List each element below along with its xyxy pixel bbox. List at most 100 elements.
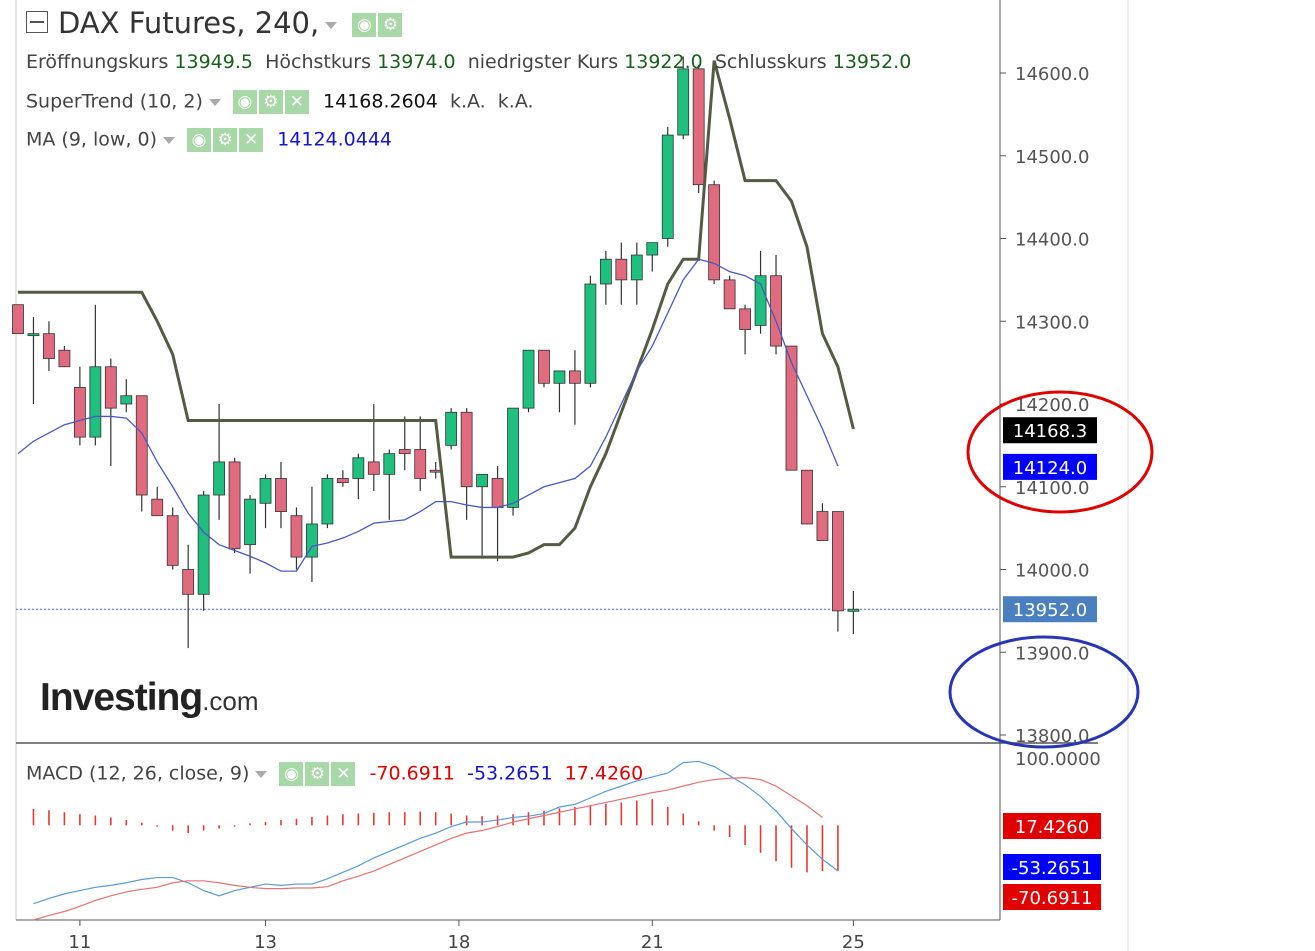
gear-icon[interactable]: ⚙ bbox=[378, 13, 403, 37]
collapse-icon[interactable] bbox=[26, 11, 48, 33]
gear-icon[interactable]: ⚙ bbox=[305, 762, 330, 786]
candle-body bbox=[228, 461, 241, 550]
supertrend-label[interactable]: SuperTrend (10, 2) bbox=[26, 90, 203, 113]
candle-body bbox=[723, 279, 736, 310]
candle-body bbox=[197, 494, 210, 595]
candle-body bbox=[213, 461, 226, 496]
chevron-down-icon[interactable] bbox=[163, 136, 176, 144]
signal-line bbox=[33, 777, 823, 921]
candle-body bbox=[754, 275, 767, 326]
candle-body bbox=[398, 449, 411, 455]
investing-logo: Investing.com bbox=[40, 676, 259, 720]
time-tick-label: 18 bbox=[447, 932, 470, 951]
candle-body bbox=[708, 184, 721, 281]
supertrend-extra2: k.A. bbox=[497, 90, 534, 113]
candle-body bbox=[584, 283, 597, 384]
candle-body bbox=[599, 258, 612, 285]
macd-hist-tag-bg bbox=[1003, 813, 1101, 839]
candle-body bbox=[321, 478, 334, 525]
price-tick-label: 14400.0 bbox=[1015, 230, 1089, 251]
price-tick-label: 14100.0 bbox=[1015, 478, 1089, 499]
eye-icon[interactable]: ◉ bbox=[232, 90, 257, 114]
ma-legend: MA (9, low, 0) ◉ ⚙ ✕ 14124.0444 bbox=[26, 128, 392, 152]
candle-body bbox=[104, 366, 117, 409]
candle-body bbox=[367, 461, 380, 475]
ma-label[interactable]: MA (9, low, 0) bbox=[26, 128, 158, 151]
chevron-down-icon[interactable] bbox=[208, 98, 221, 106]
candle-body bbox=[259, 478, 272, 504]
candle-body bbox=[73, 387, 86, 438]
macd-legend: MACD (12, 26, close, 9) ◉ ⚙ ✕ -70.6911 -53… bbox=[26, 762, 643, 786]
price-tick-label: 14200.0 bbox=[1015, 395, 1089, 416]
low-label: niedrigster Kurs bbox=[467, 51, 619, 73]
candle-body bbox=[151, 498, 164, 517]
macd-line-tag: -70.6911 bbox=[1012, 888, 1093, 909]
time-tick-label: 11 bbox=[68, 932, 91, 951]
macd-hist-tag: 17.4260 bbox=[1015, 817, 1089, 838]
eye-icon[interactable]: ◉ bbox=[352, 13, 377, 37]
gear-icon[interactable]: ⚙ bbox=[258, 90, 283, 114]
macd-signal-tag: -53.2651 bbox=[1012, 858, 1093, 879]
supertrend-extra1: k.A. bbox=[449, 90, 486, 113]
candle-body bbox=[522, 349, 535, 409]
candle-body bbox=[429, 469, 442, 473]
macd-signal-tag-bg bbox=[1003, 854, 1101, 880]
open-label: Eröffnungskurs bbox=[26, 51, 169, 73]
gear-icon[interactable]: ⚙ bbox=[213, 128, 238, 152]
candle-body bbox=[507, 407, 519, 508]
chevron-down-icon[interactable] bbox=[255, 770, 268, 778]
candle-body bbox=[739, 308, 751, 330]
macd-axis-label: 100.0000 bbox=[1015, 749, 1101, 770]
chevron-down-icon[interactable] bbox=[325, 21, 338, 29]
candle-body bbox=[615, 258, 628, 281]
candle-body bbox=[89, 366, 102, 438]
price-tick-label: 14000.0 bbox=[1015, 561, 1089, 582]
candle-body bbox=[785, 345, 798, 471]
eye-icon[interactable]: ◉ bbox=[187, 128, 212, 152]
open-value: 13949.5 bbox=[174, 51, 253, 73]
candle-body bbox=[445, 411, 458, 446]
close-icon[interactable]: ✕ bbox=[284, 90, 309, 114]
annotation-oval-blue bbox=[948, 635, 1140, 749]
macd-line-tag-bg bbox=[1003, 884, 1101, 910]
candle-body bbox=[275, 478, 287, 512]
macd-value-1: -70.6911 bbox=[369, 762, 456, 785]
candle-body bbox=[692, 68, 705, 186]
macd-label[interactable]: MACD (12, 26, close, 9) bbox=[26, 762, 250, 785]
last-price-tag-bg bbox=[1003, 596, 1097, 623]
candle-body bbox=[166, 515, 179, 566]
supertrend-legend: SuperTrend (10, 2) ◉ ⚙ ✕ 14168.2604 k.A. k… bbox=[26, 90, 534, 114]
candle-body bbox=[414, 449, 427, 479]
ma-price-tag: 14124.0 bbox=[1013, 458, 1087, 479]
ma-price-tag-bg bbox=[1003, 453, 1097, 480]
close-icon[interactable]: ✕ bbox=[331, 762, 356, 786]
supertrend-price-tag-bg bbox=[1003, 417, 1097, 444]
candle-body bbox=[43, 333, 55, 359]
candle-body bbox=[553, 370, 566, 384]
macd-line bbox=[33, 760, 839, 905]
ma-value: 14124.0444 bbox=[277, 128, 393, 151]
candle-body bbox=[336, 478, 349, 484]
candle-body bbox=[677, 68, 690, 136]
candles-group bbox=[12, 56, 860, 649]
annotation-oval-red bbox=[966, 390, 1154, 514]
close-icon[interactable]: ✕ bbox=[239, 128, 264, 152]
candle-body bbox=[569, 370, 581, 384]
candle-body bbox=[12, 304, 24, 335]
candle-body bbox=[816, 511, 829, 541]
close-label: Schlusskurs bbox=[714, 51, 827, 73]
ohlc-row: Eröffnungskurs 13949.5 Höchstkurs 13974.… bbox=[26, 51, 911, 73]
close-value: 13952.0 bbox=[832, 51, 912, 73]
eye-icon[interactable]: ◉ bbox=[279, 762, 304, 786]
candle-body bbox=[847, 608, 860, 612]
chart-title: DAX Futures, 240, bbox=[58, 6, 320, 40]
supertrend-price-tag: 14168.3 bbox=[1013, 421, 1087, 442]
macd-value-2: -53.2651 bbox=[467, 762, 553, 785]
logo-text: Investing bbox=[40, 676, 203, 719]
candle-body bbox=[383, 453, 396, 475]
candle-body bbox=[135, 395, 148, 496]
candle-body bbox=[646, 242, 659, 256]
candle-body bbox=[538, 349, 550, 384]
chart-title-row: DAX Futures, 240, ◉ ⚙ bbox=[26, 6, 404, 40]
